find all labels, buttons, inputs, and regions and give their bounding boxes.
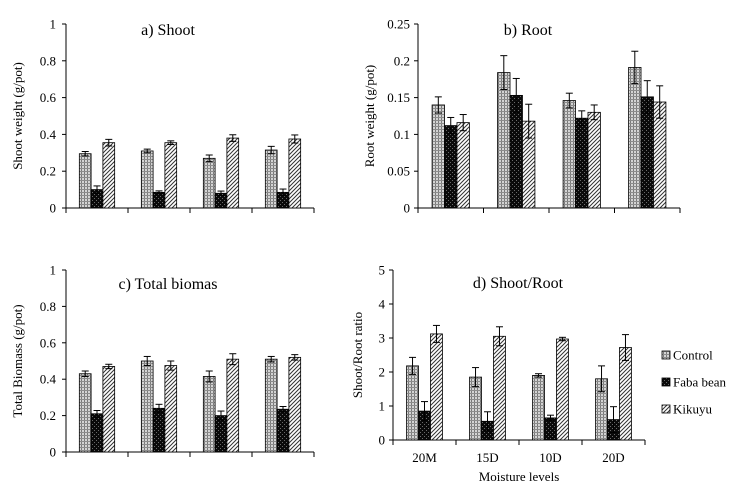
bar-control — [78, 153, 92, 209]
chart-title: c) Total biomas — [118, 276, 217, 293]
y-tick-label: 0 — [379, 433, 386, 448]
legend-swatch — [661, 404, 671, 414]
y-axis-label: Shoot/Root ratio — [350, 312, 365, 398]
y-axis-label: Shoot weight (g/pot) — [10, 62, 25, 170]
bar-control — [562, 100, 576, 209]
chart-title: b) Root — [504, 22, 553, 39]
bar-kikuyu — [164, 142, 178, 209]
y-tick-label: 0.1 — [394, 127, 410, 142]
chart-panel: d) Shoot/Root Shoot/Root ratio 0 1 2 3 4 5 20M 15… — [350, 263, 646, 484]
bar-faba-bean — [544, 417, 557, 441]
bar-faba-bean — [444, 125, 458, 209]
legend-label: Faba bean — [673, 375, 727, 390]
y-tick-label: 3 — [379, 331, 386, 346]
y-tick-label: 4 — [379, 297, 386, 312]
bar-control — [497, 72, 511, 209]
chart-title: a) Shoot — [141, 22, 195, 39]
bar-control — [532, 374, 545, 441]
y-tick-label: 0.4 — [40, 372, 57, 387]
bar-faba-bean — [276, 408, 290, 453]
bar-control — [431, 104, 445, 209]
y-tick-label: 0.2 — [40, 164, 56, 179]
bar-control — [264, 149, 278, 209]
y-tick-label: 5 — [379, 263, 386, 278]
x-axis-label: Moisture levels — [479, 469, 560, 484]
chart-panel: c) Total biomas Total Biomass (g/pot) 0 0.2… — [10, 263, 315, 460]
bar-faba-bean — [90, 413, 104, 453]
bar-kikuyu — [226, 358, 240, 453]
bar-control — [140, 360, 154, 453]
legend-label: Control — [673, 348, 713, 363]
y-tick-label: 0.8 — [40, 53, 56, 68]
bar-control — [78, 373, 92, 453]
y-tick-label: 0.6 — [40, 90, 57, 105]
bar-control — [406, 365, 419, 441]
y-tick-label: 0 — [50, 201, 57, 216]
y-tick-label: 0 — [404, 201, 411, 216]
legend-label: Kikuyu — [673, 402, 713, 417]
bar-control — [202, 157, 216, 209]
x-tick-label: 10D — [539, 450, 561, 465]
bar-control — [140, 150, 154, 209]
x-tick-label: 20D — [602, 450, 624, 465]
legend-swatch — [661, 350, 671, 360]
bar-kikuyu — [619, 347, 632, 441]
bar-control — [628, 67, 642, 209]
y-tick-label: 0.05 — [387, 164, 410, 179]
y-tick-label: 0.25 — [387, 17, 410, 32]
y-tick-label: 1 — [50, 263, 57, 278]
y-tick-label: 1 — [50, 17, 57, 32]
x-tick-label: 20M — [412, 450, 437, 465]
bar-kikuyu — [430, 333, 443, 441]
bar-kikuyu — [556, 338, 569, 441]
y-tick-label: 0.2 — [394, 53, 410, 68]
bar-kikuyu — [164, 365, 178, 453]
y-tick-label: 0.8 — [40, 299, 56, 314]
chart-title: d) Shoot/Root — [473, 275, 564, 292]
y-tick-label: 2 — [379, 365, 386, 380]
y-tick-label: 0.4 — [40, 127, 57, 142]
y-tick-label: 1 — [379, 399, 386, 414]
chart-panel: a) Shoot Shoot weight (g/pot) 0 0.2 0.4 0.6 0.… — [10, 17, 315, 216]
bar-kikuyu — [587, 111, 601, 209]
bar-kikuyu — [456, 122, 470, 209]
bar-kikuyu — [493, 335, 506, 441]
y-axis-label: Total Biomass (g/pot) — [10, 304, 25, 417]
bar-kikuyu — [288, 356, 302, 453]
chart-panel: b) Root Root weight (g/pot) 0 0.05 0.1 0.15 0.… — [362, 17, 681, 216]
x-tick-label: 15D — [476, 450, 498, 465]
bar-kikuyu — [102, 366, 116, 453]
y-tick-label: 0.15 — [387, 90, 410, 105]
y-tick-label: 0 — [50, 445, 57, 460]
bar-kikuyu — [102, 142, 116, 209]
bar-kikuyu — [226, 137, 240, 209]
bar-kikuyu — [288, 138, 302, 209]
y-tick-label: 0.2 — [40, 408, 56, 423]
bar-faba-bean — [152, 191, 166, 209]
bar-faba-bean — [152, 407, 166, 453]
bar-control — [264, 358, 278, 453]
bar-faba-bean — [575, 117, 589, 209]
y-axis-label: Root weight (g/pot) — [362, 65, 377, 168]
bar-faba-bean — [214, 415, 228, 453]
y-tick-label: 0.6 — [40, 335, 57, 350]
legend: Control Faba bean Kikuyu — [661, 348, 727, 417]
bar-control — [202, 376, 216, 453]
legend-swatch — [661, 377, 671, 387]
